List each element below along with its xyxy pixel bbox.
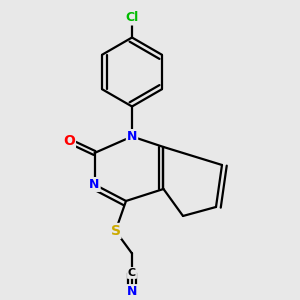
Text: O: O (63, 134, 75, 148)
Text: Cl: Cl (125, 11, 139, 25)
Text: C: C (128, 268, 136, 278)
Text: N: N (127, 285, 137, 298)
Text: N: N (127, 130, 137, 143)
Text: N: N (89, 178, 100, 191)
Text: S: S (110, 224, 121, 238)
